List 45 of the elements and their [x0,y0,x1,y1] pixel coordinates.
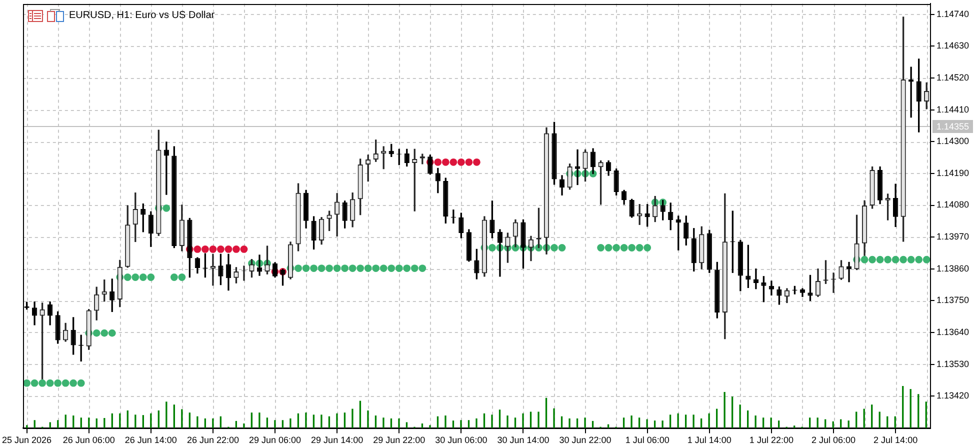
x-tick-label: 26 Jun 14:00 [124,435,177,446]
x-tick-label: 2 Jul 14:00 [874,435,918,446]
point [224,246,232,253]
y-tick-label: 1.14520 [936,72,970,82]
y-tick-label: 1.14410 [936,104,970,114]
point [457,158,465,166]
point [209,246,217,253]
y-tick-label: 1.13970 [936,232,970,242]
point [240,246,248,253]
x-tick-label: 30 Jun 06:00 [435,435,488,446]
x-tick-label: 30 Jun 14:00 [497,435,550,446]
point [194,246,202,253]
x-tick-label: 1 Jul 14:00 [687,435,732,446]
point [442,158,450,166]
text: EURUSD, H1: Euro vs US Dollar [69,10,215,22]
x-tick-label: 29 Jun 14:00 [311,435,364,446]
x-tick-label: 25 Jun 2026 [2,435,52,446]
candlestick [908,66,914,118]
y-tick-label: 1.14740 [936,8,970,19]
x-tick-label: 26 Jun 22:00 [186,435,239,446]
point [465,158,473,166]
y-tick-label: 1.13420 [936,390,970,401]
ref-line-label: 1.14355 [936,121,970,132]
x-tick-label: 29 Jun 22:00 [373,435,426,446]
y-tick-label: 1.13860 [936,263,970,274]
y-tick-label: 1.14190 [936,168,970,178]
x-tick-label: 26 Jun 06:00 [62,435,115,446]
point [232,246,240,253]
x-tick-label: 29 Jun 06:00 [248,435,302,446]
y-tick-label: 1.13530 [936,358,970,369]
point [434,158,442,166]
point [472,158,480,166]
x-tick-label: 30 Jun 22:00 [559,435,612,446]
x-tick-label: 1 Jul 06:00 [625,435,670,446]
y-tick-label: 1.14080 [936,200,970,210]
point [201,246,209,253]
y-tick-label: 1.13750 [936,295,970,306]
y-tick-label: 1.14300 [936,136,970,146]
candlestick [768,280,774,296]
x-tick-label: 1 Jul 22:00 [749,435,794,446]
y-tick-label: 1.14630 [936,40,970,51]
y-tick-label: 1.13640 [936,326,970,337]
point [450,158,458,166]
point [217,246,224,253]
x-tick-label: 2 Jul 06:00 [811,435,856,446]
